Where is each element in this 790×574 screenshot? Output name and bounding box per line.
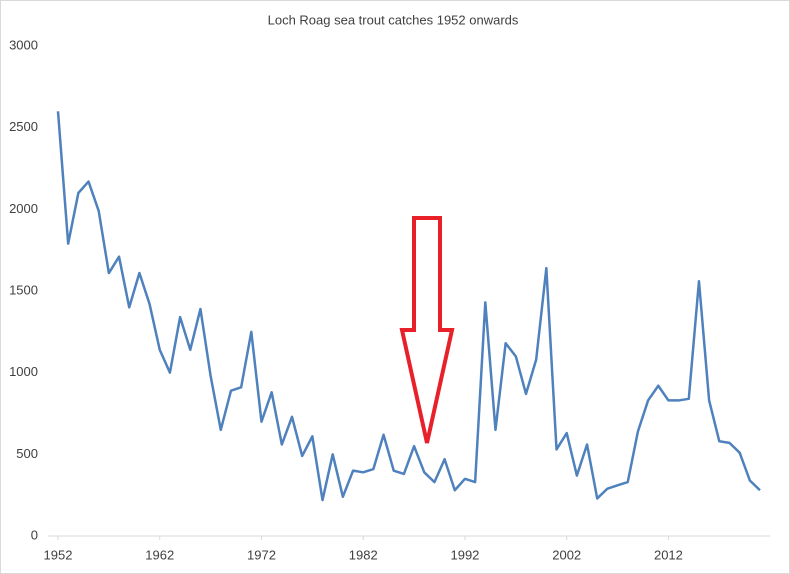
x-tick-label: 2012	[654, 547, 683, 562]
x-tick-label: 1982	[349, 547, 378, 562]
y-tick-label: 2000	[9, 201, 38, 216]
arrow-annotation	[399, 216, 455, 444]
y-tick-label: 500	[16, 446, 38, 461]
y-tick-label: 1500	[9, 282, 38, 297]
x-tick-label: 1972	[247, 547, 276, 562]
y-tick-label: 3000	[9, 37, 38, 52]
x-tick-label: 2002	[552, 547, 581, 562]
data-line	[56, 111, 761, 502]
x-tick-label: 1952	[44, 547, 73, 562]
x-tick-label: 1962	[145, 547, 174, 562]
chart-title: Loch Roag sea trout catches 1952 onwards	[268, 12, 519, 27]
y-tick-label: 2500	[9, 119, 38, 134]
y-tick-label: 1000	[9, 364, 38, 379]
y-tick-label: 0	[31, 527, 38, 542]
x-tick-label: 1992	[450, 547, 479, 562]
